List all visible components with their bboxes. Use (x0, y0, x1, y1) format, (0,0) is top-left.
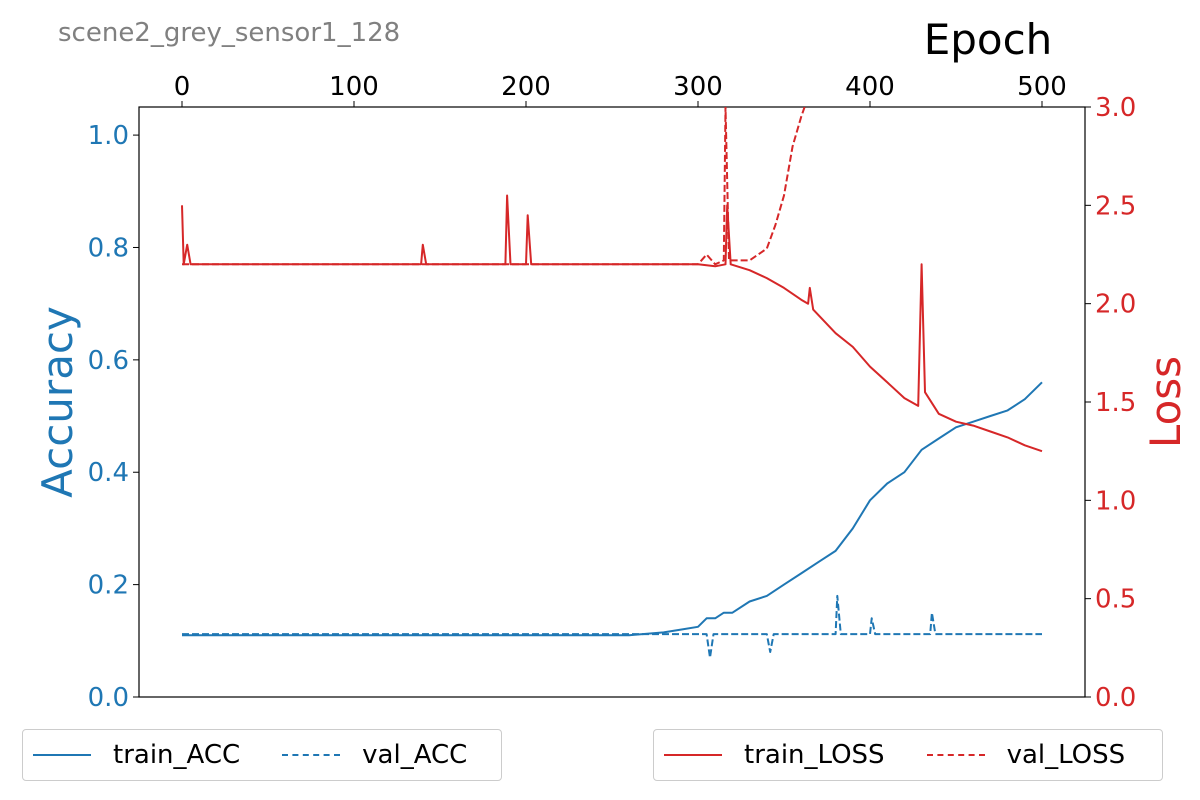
y-right-tick-label: 1.0 (1095, 486, 1136, 516)
y-left-tick-label: 0.8 (88, 233, 129, 263)
y-left-tick-label: 0.4 (88, 458, 129, 488)
legend-swatch-val-acc (282, 754, 341, 756)
y-left-tick-label: 0.6 (88, 346, 129, 376)
y-right-tick-label: 2.0 (1095, 290, 1136, 320)
legend-item-train-acc: train_ACC (33, 740, 240, 770)
y-axis-left-label: Accuracy (33, 306, 82, 498)
x-tick-label: 500 (1017, 72, 1067, 102)
legend-item-val-acc: val_ACC (282, 740, 467, 770)
x-tick-label: 400 (845, 72, 895, 102)
legend-item-val-loss: val_LOSS (926, 740, 1126, 770)
y-left-tick-label: 0.2 (88, 571, 129, 601)
legend-swatch-val-loss (926, 754, 985, 756)
x-axis-label: Epoch (924, 15, 1053, 64)
legend-swatch-train-acc (33, 754, 91, 756)
series-line-val-loss (182, 107, 806, 266)
series-line-val-acc (182, 594, 1042, 659)
plot-frame (138, 106, 1086, 698)
y-right-tick-label: 1.5 (1095, 388, 1136, 418)
figure-title: scene2_grey_sensor1_128 (58, 18, 401, 48)
legend-accuracy: train_ACC val_ACC (22, 729, 502, 781)
legend-loss: train_LOSS val_LOSS (653, 729, 1163, 781)
legend-label-train-acc: train_ACC (113, 740, 241, 770)
y-right-tick-label: 0.5 (1095, 585, 1136, 615)
y-left-tick-label: 0.0 (88, 683, 129, 713)
y-right-tick-label: 2.5 (1095, 191, 1136, 221)
y-axis-right-label: Loss (1141, 356, 1190, 448)
legend-item-train-loss: train_LOSS (664, 740, 885, 770)
legend-label-val-acc: val_ACC (362, 740, 468, 770)
x-tick-label: 0 (174, 72, 191, 102)
y-left-tick-label: 1.0 (88, 121, 129, 151)
axis-layer: 0 100 200 300 400 500 0.0 0.2 0.4 0.6 0.8 1.0 0.0 0.5… (88, 72, 1137, 713)
legend-swatch-train-loss (664, 754, 722, 756)
series-line-train-loss (181, 194, 1043, 453)
series-layer (181, 107, 1043, 659)
y-right-tick-label: 3.0 (1095, 93, 1136, 123)
x-tick-label: 300 (673, 72, 723, 102)
plot-border (138, 106, 1086, 698)
x-tick-label: 200 (501, 72, 551, 102)
legend-label-train-loss: train_LOSS (744, 740, 885, 770)
y-right-tick-label: 0.0 (1095, 683, 1136, 713)
legend-label-val-loss: val_LOSS (1006, 740, 1126, 770)
series-line-train-acc (182, 381, 1043, 637)
x-tick-label: 100 (329, 72, 379, 102)
